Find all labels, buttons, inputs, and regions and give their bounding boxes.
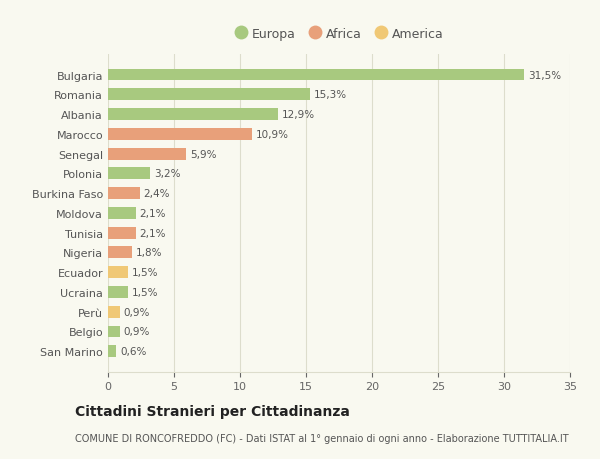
- Text: 1,5%: 1,5%: [132, 287, 158, 297]
- Bar: [108, 227, 136, 239]
- Bar: [108, 188, 140, 200]
- Text: 2,1%: 2,1%: [140, 208, 166, 218]
- Text: 0,6%: 0,6%: [120, 347, 146, 357]
- Bar: [108, 69, 524, 81]
- Bar: [108, 267, 128, 279]
- Legend: Europa, Africa, America: Europa, Africa, America: [229, 23, 449, 46]
- Text: 2,4%: 2,4%: [143, 189, 170, 199]
- Bar: [108, 207, 136, 219]
- Text: 3,2%: 3,2%: [154, 169, 181, 179]
- Bar: [108, 247, 132, 259]
- Bar: [108, 129, 252, 140]
- Text: 10,9%: 10,9%: [256, 129, 289, 140]
- Text: Cittadini Stranieri per Cittadinanza: Cittadini Stranieri per Cittadinanza: [75, 404, 350, 419]
- Text: 0,9%: 0,9%: [124, 307, 150, 317]
- Text: 1,8%: 1,8%: [136, 248, 162, 258]
- Bar: [108, 346, 116, 358]
- Text: 1,5%: 1,5%: [132, 268, 158, 278]
- Bar: [108, 89, 310, 101]
- Text: 15,3%: 15,3%: [314, 90, 347, 100]
- Text: 12,9%: 12,9%: [282, 110, 316, 120]
- Bar: [108, 109, 278, 121]
- Text: 0,9%: 0,9%: [124, 327, 150, 337]
- Text: COMUNE DI RONCOFREDDO (FC) - Dati ISTAT al 1° gennaio di ogni anno - Elaborazion: COMUNE DI RONCOFREDDO (FC) - Dati ISTAT …: [75, 433, 569, 442]
- Bar: [108, 148, 186, 160]
- Text: 2,1%: 2,1%: [140, 228, 166, 238]
- Bar: [108, 168, 150, 180]
- Bar: [108, 306, 120, 318]
- Bar: [108, 326, 120, 338]
- Text: 5,9%: 5,9%: [190, 149, 217, 159]
- Bar: [108, 286, 128, 298]
- Text: 31,5%: 31,5%: [528, 70, 561, 80]
